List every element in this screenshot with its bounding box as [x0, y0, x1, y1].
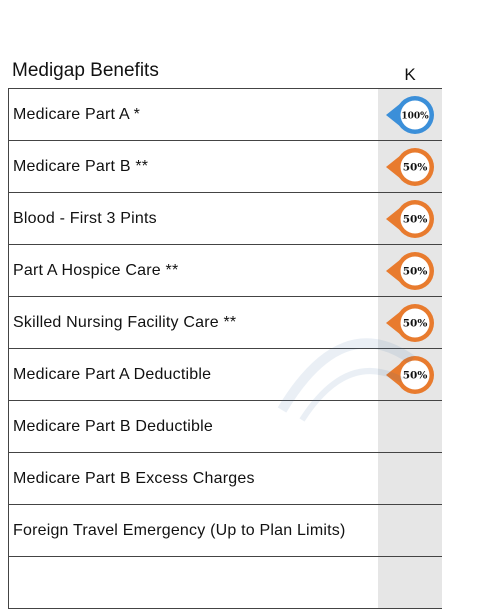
- badge-inner: [400, 152, 430, 181]
- table-row: [8, 557, 442, 609]
- table-header: Medigap Benefits K: [0, 54, 492, 88]
- badge-inner: [400, 360, 430, 389]
- plan-coverage-cell: 50%: [378, 141, 442, 192]
- coverage-badge: 50%: [386, 199, 434, 238]
- plan-coverage-cell: [378, 453, 442, 504]
- plan-coverage-cell: [378, 401, 442, 452]
- benefit-label: Medicare Part B **: [13, 157, 149, 175]
- coverage-value: 50%: [403, 317, 428, 329]
- benefit-label: Foreign Travel Emergency (Up to Plan Lim…: [13, 521, 346, 539]
- table-row: Skilled Nursing Facility Care ** 50%: [8, 297, 442, 349]
- table-row: Blood - First 3 Pints 50%: [8, 193, 442, 245]
- badge-inner: [400, 256, 430, 285]
- benefit-label: Part A Hospice Care **: [13, 261, 179, 279]
- coverage-value: 50%: [403, 213, 428, 225]
- coverage-value: 50%: [403, 161, 428, 173]
- coverage-badge: 50%: [386, 303, 434, 342]
- benefit-label: Blood - First 3 Pints: [13, 209, 157, 227]
- benefit-label: Skilled Nursing Facility Care **: [13, 313, 237, 331]
- benefit-label: Medicare Part A *: [13, 105, 141, 123]
- table-row: Foreign Travel Emergency (Up to Plan Lim…: [8, 505, 442, 557]
- benefit-label: Medicare Part A Deductible: [13, 365, 212, 383]
- plan-coverage-cell: 50%: [378, 349, 442, 400]
- coverage-value: 100%: [401, 111, 429, 121]
- plan-column-heading: K: [404, 65, 416, 84]
- benefit-label: Medicare Part B Excess Charges: [13, 469, 255, 487]
- coverage-badge: 50%: [386, 251, 434, 290]
- table-row: Medicare Part A Deductible 50%: [8, 349, 442, 401]
- plan-coverage-cell: 50%: [378, 193, 442, 244]
- plan-coverage-cell: [378, 505, 442, 556]
- coverage-badge: 50%: [386, 355, 434, 394]
- coverage-badge: 100%: [386, 95, 434, 134]
- plan-coverage-cell: [378, 557, 442, 608]
- benefit-label: Medicare Part B Deductible: [13, 417, 213, 435]
- table-row: Medicare Part B ** 50%: [8, 141, 442, 193]
- plan-coverage-cell: 100%: [378, 89, 442, 140]
- table-row: Medicare Part A * 100%: [8, 89, 442, 141]
- badge-inner: [400, 204, 430, 233]
- plan-coverage-cell: 50%: [378, 297, 442, 348]
- coverage-badge: 50%: [386, 147, 434, 186]
- plan-coverage-cell: 50%: [378, 245, 442, 296]
- coverage-value: 50%: [403, 265, 428, 277]
- badge-inner: [400, 308, 430, 337]
- table-row: Part A Hospice Care ** 50%: [8, 245, 442, 297]
- table-row: Medicare Part B Excess Charges: [8, 453, 442, 505]
- table-row: Medicare Part B Deductible: [8, 401, 442, 453]
- table-title: Medigap Benefits: [12, 60, 159, 81]
- coverage-value: 50%: [403, 369, 428, 381]
- badge-inner: [400, 100, 430, 129]
- benefits-table: Medicare Part A * 100% Medicare Part B ** 5…: [8, 88, 442, 609]
